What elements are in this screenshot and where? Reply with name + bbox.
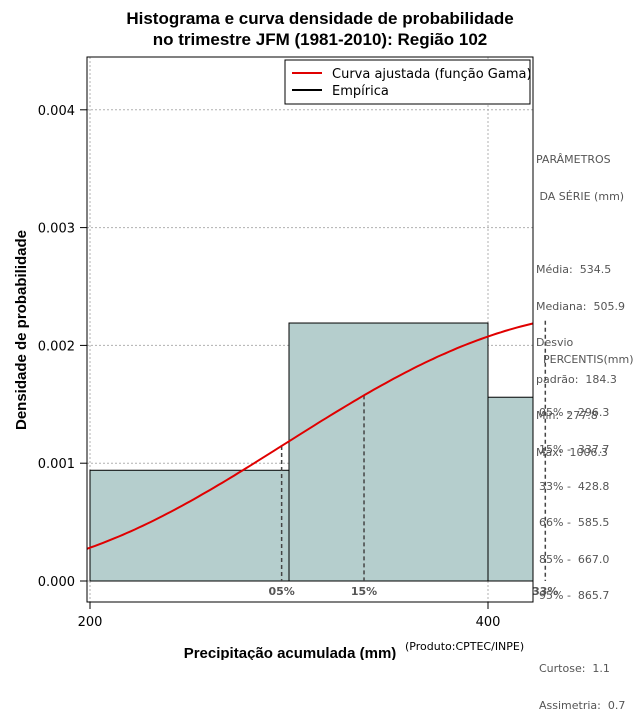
product-credit: (Produto:CPTEC/INPE)	[405, 640, 525, 653]
gamma-curve	[86, 322, 534, 550]
histogram-chart: 05%15%33%66%85%95% 20040060080010000.000…	[13, 56, 558, 660]
legend: Curva ajustada (função Gama) Empírica	[284, 59, 532, 105]
percentile-label: 33%	[532, 585, 558, 598]
chart-title-line2: no trimestre JFM (1981-2010): Região 102	[152, 30, 488, 49]
x-tick-label: 400	[476, 615, 501, 630]
stats-kurtosis: Curtose: 1.1	[539, 662, 610, 676]
percentil-95: 95% - 865.7	[539, 589, 610, 603]
y-tick-label: 0.004	[38, 104, 75, 119]
stats-min: Mín: 277.8	[536, 409, 598, 423]
y-tick-label: 0.003	[38, 222, 75, 237]
percentile-label: 15%	[351, 585, 377, 598]
percentil-66: 66% - 585.5	[539, 516, 610, 530]
axes: 20040060080010000.0000.0010.0020.0030.00…	[38, 104, 501, 630]
plot-frame	[86, 56, 534, 603]
percentil-33: 33% - 428.8	[539, 479, 610, 493]
percentis-panel: 05% - 296.3 15% - 337.7 33% - 428.8 66% …	[539, 383, 625, 724]
stats-std-label: Desvio	[536, 336, 574, 350]
y-tick-label: 0.000	[38, 575, 75, 590]
percentis-header: PERCENTIS(mm)	[543, 353, 634, 366]
y-tick-label: 0.002	[38, 339, 75, 354]
legend-box	[284, 59, 531, 105]
legend-label-empirical: Empírica	[332, 84, 389, 99]
percentil-15: 15% - 337.7	[539, 443, 610, 457]
x-axis-label: Precipitação acumulada (mm)	[184, 645, 397, 660]
histogram-bar	[487, 396, 534, 582]
percentile-label: 05%	[268, 585, 294, 598]
percentil-85: 85% - 667.0	[539, 552, 610, 566]
gamma-curve-layer	[86, 322, 534, 550]
stats-mean: Média: 534.5	[536, 263, 612, 277]
stats-max: Máx: 1006.3	[536, 446, 608, 460]
stats-header-2: DA SÉRIE (mm)	[536, 190, 625, 204]
x-tick-label: 200	[78, 615, 103, 630]
stats-header-1: PARÂMETROS	[536, 153, 611, 167]
y-axis-label: Densidade de probabilidade	[13, 230, 30, 430]
chart-title-line1: Histograma e curva densidade de probabil…	[126, 9, 514, 28]
percentil-05: 05% - 296.3	[539, 406, 610, 420]
y-tick-label: 0.001	[38, 457, 75, 472]
percentile-lines: 05%15%33%66%85%95%	[268, 320, 558, 598]
histogram-bar	[89, 469, 290, 582]
stats-panel: PARÂMETROS DA SÉRIE (mm) Média: 534.5 Me…	[536, 130, 625, 471]
stats-skewness: Assimetria: 0.7	[539, 699, 626, 713]
stats-median: Mediana: 505.9	[536, 299, 625, 313]
histogram-bar	[288, 322, 489, 582]
stats-std: padrão: 184.3	[536, 372, 617, 386]
legend-label-gamma: Curva ajustada (função Gama)	[332, 67, 532, 82]
histogram-bars	[89, 322, 534, 582]
